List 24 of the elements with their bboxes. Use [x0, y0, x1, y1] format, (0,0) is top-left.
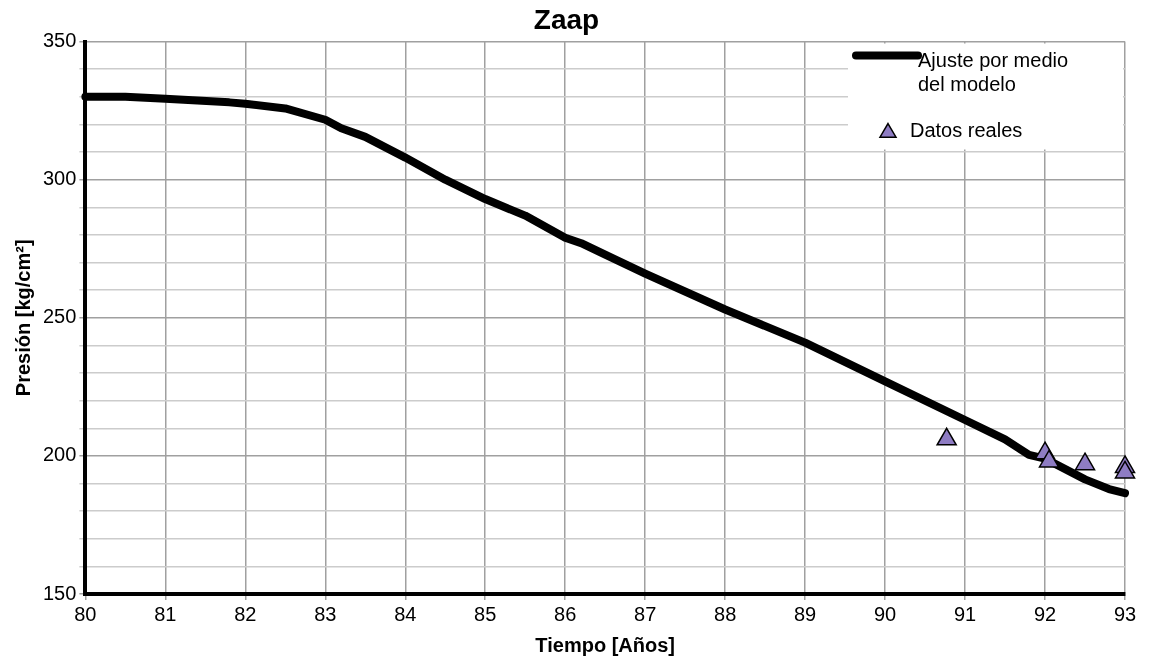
x-tick-label: 88	[714, 602, 737, 625]
x-tick-label: 85	[474, 602, 497, 625]
x-tick-label: 80	[74, 602, 97, 625]
y-tick-label: 250	[42, 305, 77, 328]
x-tick-label: 82	[234, 602, 257, 625]
x-tick-label: 81	[154, 602, 177, 625]
chart-title: Zaap	[533, 3, 600, 35]
x-tick-label: 89	[793, 602, 817, 625]
y-tick-label: 200	[42, 443, 77, 466]
x-tick-label: 84	[394, 602, 417, 625]
x-tick-label: 87	[634, 602, 657, 625]
x-tick-label: 90	[873, 602, 897, 625]
x-axis-title: Tiempo [Años]	[535, 633, 675, 656]
y-tick-label: 350	[42, 29, 77, 52]
x-tick-label: 86	[554, 602, 577, 625]
x-tick-label: 93	[1113, 602, 1137, 625]
x-tick-label: 83	[314, 602, 337, 625]
legend-label: Ajuste por medio del modelo	[918, 49, 1069, 96]
y-tick-label: 150	[42, 581, 77, 604]
y-tick-label: 300	[42, 167, 77, 190]
x-tick-label: 91	[953, 602, 977, 625]
y-axis-title: Presión [kg/cm²]	[11, 239, 34, 397]
legend-label: Datos reales	[910, 119, 1023, 142]
x-tick-label: 92	[1033, 602, 1057, 625]
